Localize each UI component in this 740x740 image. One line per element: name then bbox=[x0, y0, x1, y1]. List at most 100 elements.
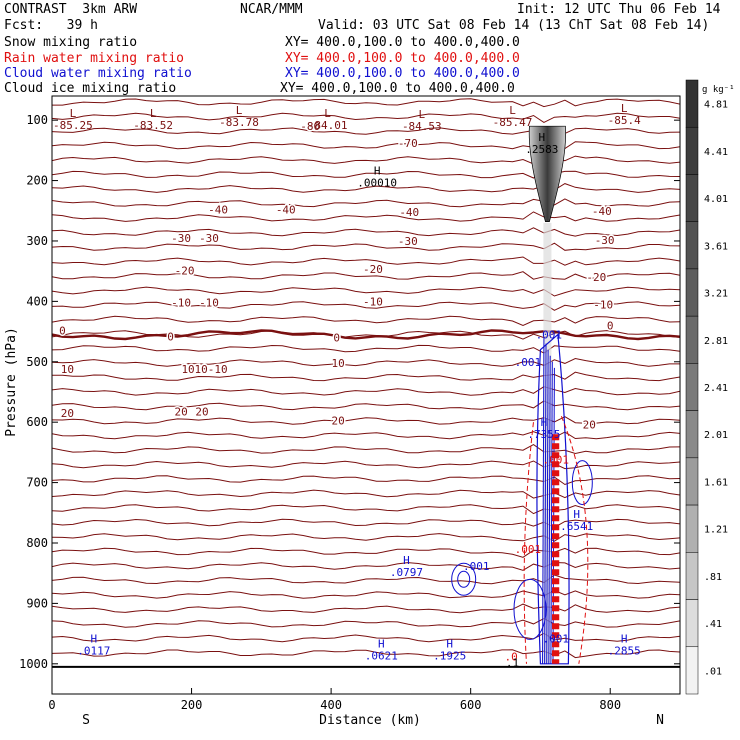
init-time: Init: 12 UTC Thu 06 Feb 14 bbox=[517, 2, 721, 17]
isotherm-line bbox=[52, 256, 680, 266]
contour-label: .001 bbox=[515, 543, 542, 556]
mixing-ratio-max-mark: H bbox=[539, 131, 546, 144]
colorbar-label: 1.61 bbox=[704, 477, 728, 488]
isotherm-label: 0 bbox=[607, 320, 614, 333]
cloud-water-contour bbox=[513, 578, 547, 640]
field-xy-snow: XY= 400.0,100.0 to 400.0,400.0 bbox=[285, 35, 520, 50]
cloud-water-contour bbox=[457, 570, 471, 588]
mixing-ratio-max-mark: H bbox=[374, 164, 381, 177]
mixing-ratio-max-value: .0117 bbox=[77, 644, 110, 657]
y-tick-label: 700 bbox=[26, 476, 48, 490]
temperature-min-value: -83.78 bbox=[219, 116, 259, 129]
colorbar-label: 3.21 bbox=[704, 289, 728, 300]
field-xy-cloud-ice: XY= 400.0,100.0 to 400.0,400.0 bbox=[280, 81, 515, 96]
temperature-min-mark: L bbox=[324, 107, 331, 120]
contour-label: .001 bbox=[515, 356, 542, 369]
colorbar-label: 2.81 bbox=[704, 336, 728, 347]
y-tick-label: 100 bbox=[26, 113, 48, 127]
isotherm-label: 20 bbox=[61, 407, 74, 420]
isotherm-label: -20 bbox=[363, 263, 383, 276]
temperature-min-mark: L bbox=[419, 108, 426, 121]
isotherm-line bbox=[52, 400, 680, 411]
temperature-min-value: -84.01 bbox=[308, 119, 348, 132]
colorbar-swatch bbox=[685, 552, 699, 600]
isotherm-label: 10 bbox=[61, 363, 74, 376]
north-endpoint: N bbox=[656, 713, 664, 728]
isotherm-label: -30 bbox=[199, 232, 219, 245]
temperature-min-value: -85.4 bbox=[608, 114, 641, 127]
temperature-min-mark: L bbox=[509, 104, 516, 117]
isotherm-label: 0 bbox=[167, 330, 174, 343]
y-tick-label: 900 bbox=[26, 596, 48, 610]
y-tick-label: 200 bbox=[26, 174, 48, 188]
y-tick-label: 500 bbox=[26, 355, 48, 369]
mixing-ratio-max-mark: H bbox=[91, 632, 98, 645]
isotherm-line bbox=[52, 227, 680, 237]
isotherm-label: -10 bbox=[171, 297, 191, 310]
contour-label: .001 bbox=[536, 329, 563, 342]
contour-label: .001 bbox=[463, 560, 490, 573]
plot-frame bbox=[51, 95, 681, 695]
cloud-water-contour bbox=[550, 361, 553, 664]
cloud-water-contour bbox=[451, 562, 477, 596]
cloud-water-contour bbox=[571, 460, 593, 506]
colorbar-label: 2.01 bbox=[704, 430, 728, 441]
isotherm-line bbox=[52, 504, 680, 515]
isotherm-line bbox=[52, 444, 680, 455]
y-tick-label: 1000 bbox=[19, 657, 48, 671]
temperature-min-value: -85.25 bbox=[53, 119, 93, 132]
temperature-min-value: -84.53 bbox=[402, 120, 442, 133]
isotherm-label: -30 bbox=[595, 234, 615, 247]
isotherm-line bbox=[52, 170, 680, 179]
y-tick-label: 600 bbox=[26, 415, 48, 429]
colorbar-swatch bbox=[685, 646, 699, 695]
colorbar-swatch bbox=[685, 79, 699, 128]
cloud-water-contour bbox=[536, 333, 570, 665]
field-name-cloud-water: Cloud water mixing ratio bbox=[4, 66, 192, 81]
contour-label: .1 bbox=[506, 657, 519, 670]
isotherm-label: -10 bbox=[199, 297, 219, 310]
isotherm-line bbox=[52, 242, 680, 251]
isotherm-label: -30 bbox=[171, 232, 191, 245]
isotherm-line bbox=[52, 574, 680, 585]
isotherm-label: 0 bbox=[59, 324, 66, 337]
isotherm-label: -40 bbox=[592, 205, 612, 218]
isotherm-label: 20 bbox=[331, 414, 344, 427]
isotherm-line bbox=[52, 489, 680, 499]
cloud-water-contour bbox=[548, 355, 551, 664]
isotherm-label: -20 bbox=[586, 271, 606, 284]
colorbar-swatch bbox=[685, 410, 699, 459]
x-tick-label: 600 bbox=[460, 698, 482, 712]
isotherm-label: 10 bbox=[181, 363, 194, 376]
colorbar-swatch bbox=[685, 268, 699, 317]
isotherm-label: 10 bbox=[331, 357, 344, 370]
field-name-cloud-ice: Cloud ice mixing ratio bbox=[4, 81, 177, 96]
freezing-level-line bbox=[52, 329, 680, 341]
isotherm-line bbox=[52, 589, 680, 599]
isotherm-line bbox=[52, 618, 680, 628]
temperature-min-mark: L bbox=[621, 102, 628, 115]
isotherm-label: -40 bbox=[399, 206, 419, 219]
mixing-ratio-max-mark: H bbox=[403, 554, 410, 567]
isotherm-line bbox=[52, 183, 680, 193]
field-name-rain: Rain water mixing ratio bbox=[4, 51, 185, 66]
colorbar-label: 2.41 bbox=[704, 383, 728, 394]
temperature-min-mark: L bbox=[70, 107, 77, 120]
isotherm-label: -70 bbox=[398, 137, 418, 150]
isotherm-line bbox=[52, 561, 680, 571]
isotherm-line bbox=[52, 98, 680, 108]
isotherm-line bbox=[52, 533, 680, 542]
mixing-ratio-max-mark: H bbox=[573, 508, 580, 521]
isotherm-line bbox=[52, 416, 680, 425]
isotherm-label: -40 bbox=[208, 204, 228, 217]
x-tick-label: 800 bbox=[599, 698, 621, 712]
temperature-min-mark: L bbox=[236, 104, 243, 117]
isotherm-line bbox=[52, 431, 680, 440]
cloud-water-contour bbox=[542, 337, 545, 664]
mixing-ratio-max-mark: H bbox=[621, 632, 628, 645]
isotherm-line bbox=[52, 198, 680, 208]
colorbar-label: 4.01 bbox=[704, 194, 728, 205]
isotherm-line bbox=[52, 649, 680, 659]
mixing-ratio-max-value: .6541 bbox=[560, 520, 593, 533]
colorbar-label: .41 bbox=[704, 619, 722, 630]
